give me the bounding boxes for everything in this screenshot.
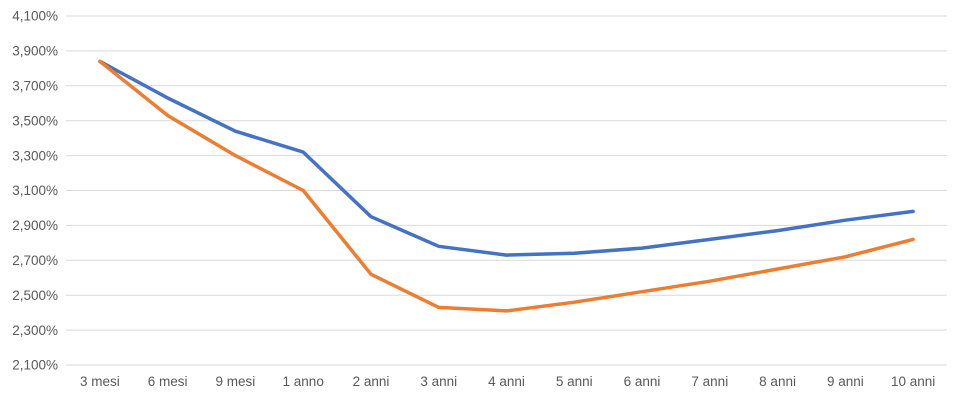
x-tick-label: 10 anni xyxy=(891,374,935,389)
y-tick-label: 3,100% xyxy=(12,183,58,198)
x-tick-label: 3 anni xyxy=(420,374,457,389)
series-blue-line xyxy=(98,59,915,257)
y-tick-label: 2,500% xyxy=(12,288,58,303)
y-tick-label: 2,700% xyxy=(12,253,58,268)
x-tick-label: 9 anni xyxy=(827,374,864,389)
x-tick-label: 8 anni xyxy=(759,374,796,389)
y-tick-label: 2,300% xyxy=(12,323,58,338)
y-tick-label: 2,900% xyxy=(12,218,58,233)
x-tick-label: 2 anni xyxy=(353,374,390,389)
x-tick-label: 1 anno xyxy=(283,374,324,389)
x-tick-label: 9 mesi xyxy=(216,374,256,389)
x-tick-label: 3 mesi xyxy=(80,374,120,389)
y-tick-label: 3,900% xyxy=(12,44,58,59)
x-tick-label: 4 anni xyxy=(488,374,525,389)
y-tick-label: 2,100% xyxy=(12,358,58,373)
series-orange-line xyxy=(98,59,915,313)
x-tick-label: 7 anni xyxy=(691,374,728,389)
x-tick-label: 6 anni xyxy=(624,374,661,389)
y-tick-label: 4,100% xyxy=(12,9,58,24)
y-tick-label: 3,700% xyxy=(12,79,58,94)
y-tick-label: 3,300% xyxy=(12,148,58,163)
y-tick-label: 3,500% xyxy=(12,113,58,128)
x-tick-label: 5 anni xyxy=(556,374,593,389)
x-tick-label: 6 mesi xyxy=(148,374,188,389)
